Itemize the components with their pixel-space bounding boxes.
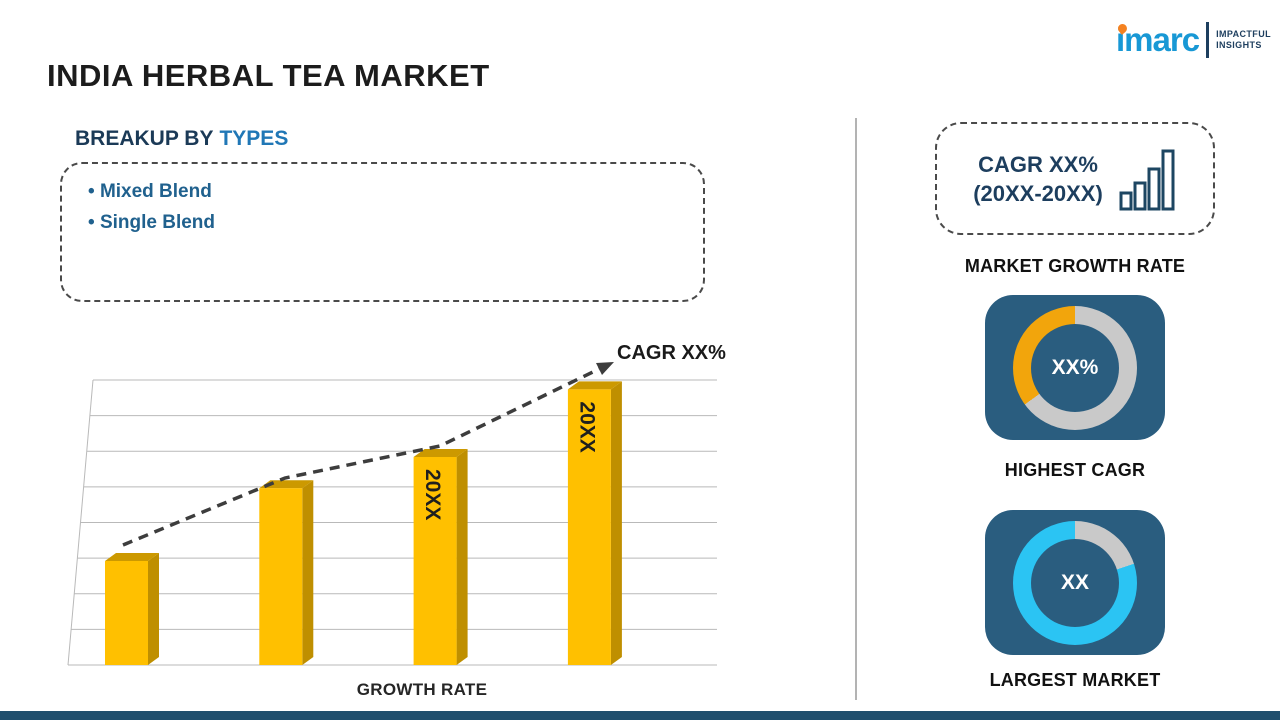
list-item: Mixed Blend [88, 176, 677, 207]
bar-chart-icon [1119, 149, 1175, 210]
cagr-annotation: CAGR XX% [617, 342, 726, 364]
svg-text:20XX: 20XX [421, 469, 444, 520]
logo-tagline-line2: INSIGHTS [1216, 40, 1262, 50]
breakup-heading-highlight: TYPES [219, 127, 289, 150]
donut-ring-2: XX [1013, 520, 1137, 645]
largest-market-value: XX [1060, 570, 1089, 594]
bar-chart-svg: 20XX 20XX [67, 362, 717, 666]
breakup-heading: BREAKUP BY TYPES [75, 127, 288, 151]
svg-text:20XX: 20XX [575, 401, 598, 452]
largest-market-caption: LARGEST MARKET [989, 670, 1161, 690]
logo-tagline-line1: IMPACTFUL [1216, 29, 1271, 39]
imarc-logo-wordmark: imarc [1116, 21, 1200, 58]
chart-gridlines [67, 379, 717, 666]
breakup-heading-prefix: BREAKUP BY [75, 127, 214, 150]
list-item: Single Blend [88, 207, 677, 238]
imarc-logo: imarc IMPACTFUL INSIGHTS [1116, 22, 1271, 58]
imarc-logo-text: imarc [1116, 21, 1200, 58]
market-growth-rate-caption: MARKET GROWTH RATE [964, 256, 1186, 276]
logo-tagline: IMPACTFUL INSIGHTS [1216, 29, 1271, 51]
growth-card-line2: (20XX-20XX) [973, 180, 1103, 206]
largest-market-card: XX [985, 510, 1165, 655]
donut-hole: XX [1031, 538, 1119, 627]
highest-cagr-value: XX% [1051, 355, 1099, 379]
highest-cagr-caption: HIGHEST CAGR [1004, 460, 1146, 480]
footer-strip [0, 711, 1280, 720]
page-title: INDIA HERBAL TEA MARKET [47, 58, 490, 93]
breakup-types-list: Mixed Blend Single Blend [88, 176, 677, 238]
chart-bars: 20XX 20XX [105, 381, 622, 665]
trend-arrow [122, 362, 614, 547]
market-growth-rate-card: CAGR XX% (20XX-20XX) [935, 122, 1215, 235]
logo-divider [1206, 22, 1210, 58]
growth-card-text: CAGR XX% (20XX-20XX) [973, 150, 1103, 208]
vertical-divider [855, 118, 857, 700]
highest-cagr-card: XX% [985, 295, 1165, 440]
growth-rate-chart: 20XX 20XX [65, 340, 725, 675]
donut-ring-1: XX% [1013, 305, 1137, 430]
donut-hole: XX% [1031, 323, 1119, 412]
growth-card-line1: CAGR XX% [978, 151, 1098, 177]
chart-x-axis-label: GROWTH RATE [356, 680, 488, 699]
breakup-types-box: Mixed Blend Single Blend [60, 162, 705, 302]
